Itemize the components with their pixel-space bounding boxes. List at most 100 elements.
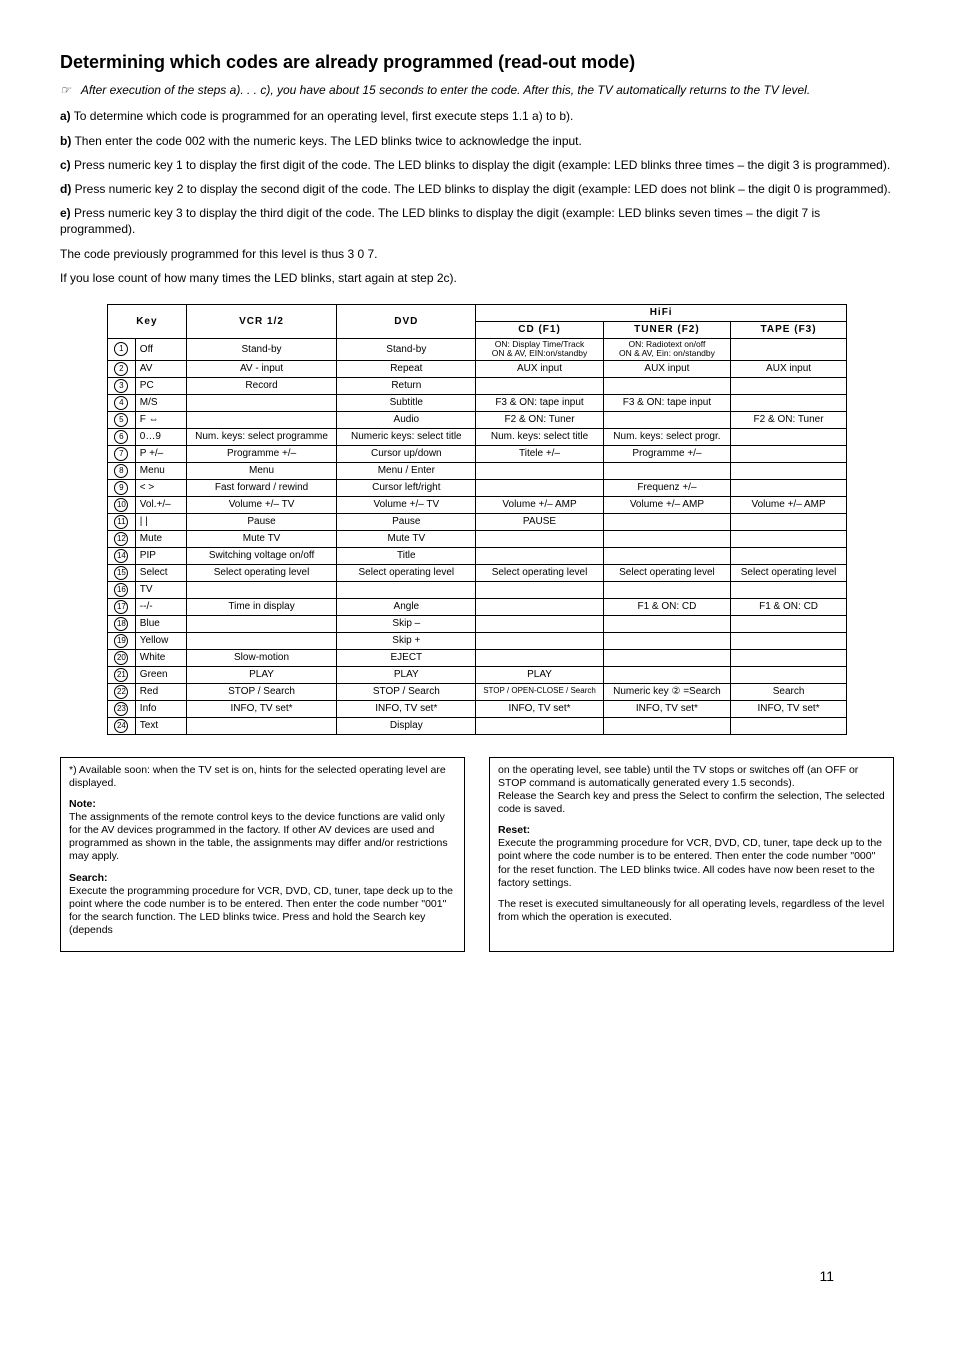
th-dvd: DVD: [337, 304, 476, 338]
table-cell: [186, 394, 337, 411]
table-cell: [186, 717, 337, 734]
table-cell: [731, 462, 847, 479]
table-cell: F1 & ON: CD: [603, 598, 730, 615]
step-b: b) Then enter the code 002 with the nume…: [60, 133, 894, 149]
table-cell: AV - input: [186, 360, 337, 377]
table-cell: [731, 547, 847, 564]
table-row: 8MenuMenuMenu / Enter: [108, 462, 847, 479]
table-cell: < >: [135, 479, 186, 496]
table-cell: INFO, TV set*: [603, 700, 730, 717]
table-cell: [603, 462, 730, 479]
table-row: 15SelectSelect operating levelSelect ope…: [108, 564, 847, 581]
th-hifi: HiFi: [476, 304, 847, 321]
table-cell: Pause: [337, 513, 476, 530]
table-cell: Green: [135, 666, 186, 683]
table-cell: Select operating level: [476, 564, 603, 581]
table-cell: 9: [108, 479, 136, 496]
table-cell: STOP / Search: [186, 683, 337, 700]
table-cell: Menu: [135, 462, 186, 479]
table-cell: Num. keys: select title: [476, 428, 603, 445]
table-row: 60…9Num. keys: select programmeNumeric k…: [108, 428, 847, 445]
th-key: Key: [108, 304, 187, 338]
table-cell: Num. keys: select programme: [186, 428, 337, 445]
table-cell: Search: [731, 683, 847, 700]
table-cell: [603, 377, 730, 394]
table-cell: M/S: [135, 394, 186, 411]
table-cell: Volume +/– AMP: [476, 496, 603, 513]
th-cd: CD (F1): [476, 321, 603, 338]
table-cell: INFO, TV set*: [731, 700, 847, 717]
table-cell: PAUSE: [476, 513, 603, 530]
table-cell: [603, 632, 730, 649]
table-cell: F3 & ON: tape input: [476, 394, 603, 411]
table-row: 16TV: [108, 581, 847, 598]
table-cell: AUX input: [603, 360, 730, 377]
cont-text: on the operating level, see table) until…: [498, 764, 885, 817]
table-cell: Numeric key ② =Search: [603, 683, 730, 700]
table-cell: 10: [108, 496, 136, 513]
table-row: 2AVAV - inputRepeatAUX inputAUX inputAUX…: [108, 360, 847, 377]
table-cell: 22: [108, 683, 136, 700]
table-cell: TV: [135, 581, 186, 598]
table-cell: Vol.+/–: [135, 496, 186, 513]
table-cell: [731, 717, 847, 734]
note-box-left: *) Available soon: when the TV set is on…: [60, 757, 465, 953]
table-cell: 4: [108, 394, 136, 411]
table-cell: Cursor left/right: [337, 479, 476, 496]
table-cell: 0…9: [135, 428, 186, 445]
table-cell: EJECT: [337, 649, 476, 666]
table-cell: [186, 615, 337, 632]
table-cell: [731, 479, 847, 496]
table-cell: Select operating level: [186, 564, 337, 581]
table-cell: [603, 717, 730, 734]
table-cell: Skip +: [337, 632, 476, 649]
table-cell: Stand-by: [186, 338, 337, 360]
table-cell: [603, 547, 730, 564]
table-cell: Pause: [186, 513, 337, 530]
table-cell: AV: [135, 360, 186, 377]
table-cell: Yellow: [135, 632, 186, 649]
table-cell: STOP / Search: [337, 683, 476, 700]
hand-icon: ☞: [60, 82, 78, 98]
table-cell: ON: Display Time/TrackON & AV, EIN:on/st…: [476, 338, 603, 360]
table-cell: [476, 462, 603, 479]
table-cell: Repeat: [337, 360, 476, 377]
table-cell: [476, 547, 603, 564]
table-cell: Menu: [186, 462, 337, 479]
table-cell: Titele +/–: [476, 445, 603, 462]
table-cell: F1 & ON: CD: [731, 598, 847, 615]
table-cell: PC: [135, 377, 186, 394]
table-cell: 24: [108, 717, 136, 734]
table-cell: [186, 411, 337, 428]
summary-2: If you lose count of how many times the …: [60, 270, 894, 286]
table-cell: [731, 615, 847, 632]
table-cell: Info: [135, 700, 186, 717]
table-cell: [476, 598, 603, 615]
table-cell: [731, 649, 847, 666]
table-cell: Volume +/– AMP: [731, 496, 847, 513]
search-heading: Search:Execute the programming procedure…: [69, 872, 456, 938]
page-title: Determining which codes are already prog…: [60, 50, 894, 74]
table-cell: Skip –: [337, 615, 476, 632]
table-cell: 8: [108, 462, 136, 479]
table-cell: [476, 717, 603, 734]
table-cell: Select operating level: [731, 564, 847, 581]
table-cell: [476, 377, 603, 394]
table-cell: [731, 338, 847, 360]
table-cell: 6: [108, 428, 136, 445]
table-cell: [603, 581, 730, 598]
step-c: c) Press numeric key 1 to display the fi…: [60, 157, 894, 173]
table-row: 11| |PausePausePAUSE: [108, 513, 847, 530]
table-cell: Angle: [337, 598, 476, 615]
table-cell: Red: [135, 683, 186, 700]
table-row: 9< >Fast forward / rewindCursor left/rig…: [108, 479, 847, 496]
table-cell: Volume +/– AMP: [603, 496, 730, 513]
table-cell: Select operating level: [337, 564, 476, 581]
table-cell: PLAY: [337, 666, 476, 683]
table-cell: F3 & ON: tape input: [603, 394, 730, 411]
table-cell: 11: [108, 513, 136, 530]
table-cell: [476, 649, 603, 666]
summary-1: The code previously programmed for this …: [60, 246, 894, 262]
table-cell: [731, 445, 847, 462]
table-cell: [603, 666, 730, 683]
